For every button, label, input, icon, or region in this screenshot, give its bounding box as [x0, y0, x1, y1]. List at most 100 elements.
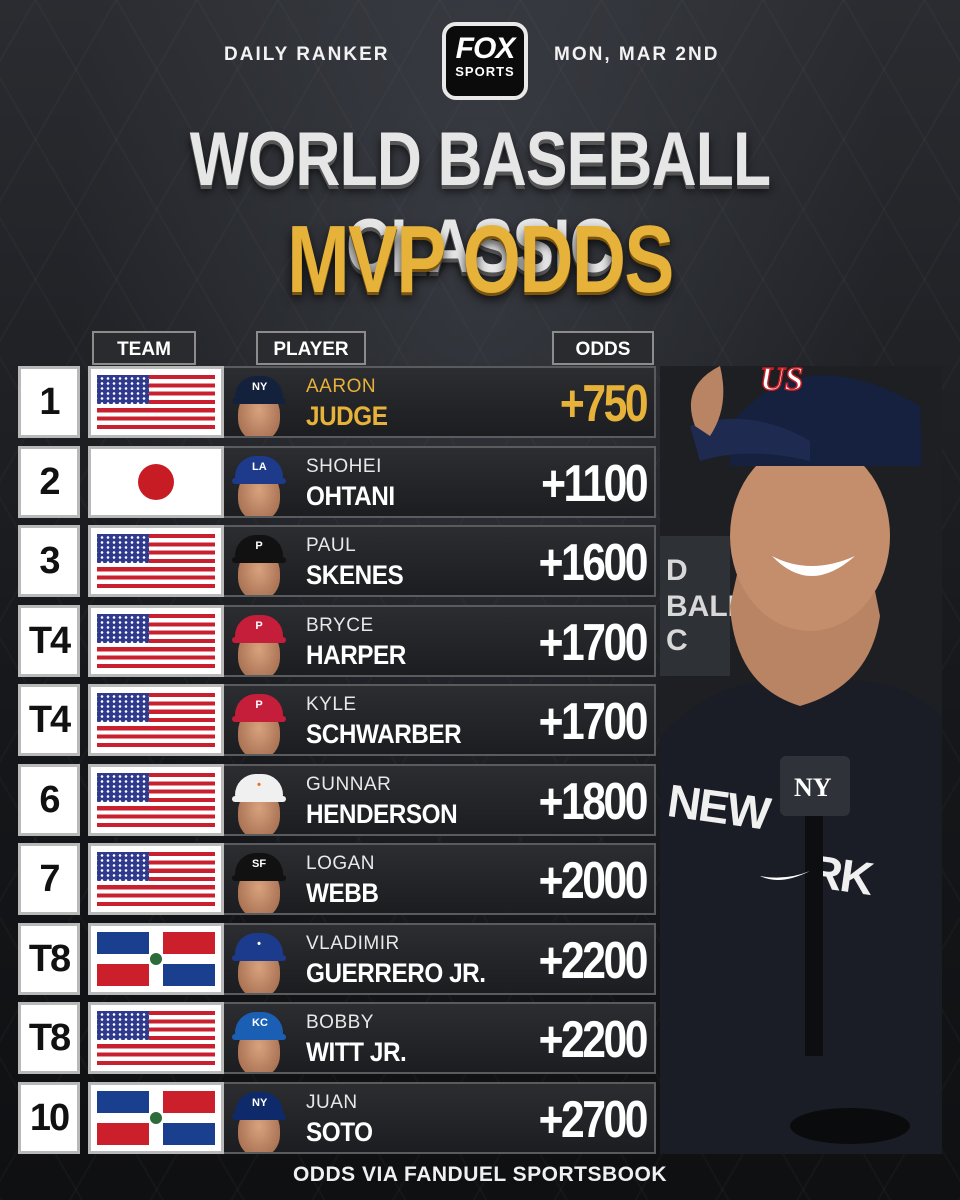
player-headshot: KC [228, 1008, 290, 1072]
team-flag-dominican [88, 1082, 224, 1154]
flag-canton [97, 534, 149, 563]
daily-ranker-label: DAILY RANKER [224, 44, 390, 65]
rank-label: 1 [18, 366, 80, 438]
svg-text:D: D [666, 554, 688, 587]
odds-value: +1700 [538, 614, 649, 672]
player-headshot: P [228, 531, 290, 595]
player-cell: • GUNNAR HENDERSON +1800 [224, 764, 656, 836]
odds-value: +2200 [538, 932, 649, 990]
team-flag-japan [88, 446, 224, 518]
flag-canton [97, 693, 149, 722]
flag-canton [97, 1011, 149, 1040]
flag-icon [97, 1011, 215, 1065]
rank-label: 7 [18, 843, 80, 915]
player-first-name: SHOHEI [306, 456, 382, 477]
team-flag-usa [88, 764, 224, 836]
player-headshot: • [228, 770, 290, 834]
player-cell: P KYLE SCHWARBER +1700 [224, 684, 656, 756]
player-first-name: LOGAN [306, 853, 376, 874]
odds-value: +1800 [538, 773, 649, 831]
player-last-name: HENDERSON [306, 799, 458, 829]
rank-label: 3 [18, 525, 80, 597]
odds-value: +1700 [538, 693, 649, 751]
player-last-name: HARPER [306, 640, 406, 670]
rank-label: T8 [18, 923, 80, 995]
team-flag-dominican [88, 923, 224, 995]
team-flag-usa [88, 684, 224, 756]
player-headshot: SF [228, 849, 290, 913]
player-headshot: P [228, 611, 290, 675]
player-last-name: OHTANI [306, 481, 395, 511]
flag-icon [97, 773, 215, 827]
flag-icon [97, 852, 215, 906]
date-label: MON, MAR 2ND [554, 44, 720, 65]
svg-text:NY: NY [794, 773, 832, 802]
ranking-row: 7 SF LOGAN WEBB +2000 [18, 843, 656, 915]
logo-text-fox: FOX [455, 32, 516, 65]
player-headshot: P [228, 690, 290, 754]
rank-label: T4 [18, 605, 80, 677]
rank-label: 10 [18, 1082, 80, 1154]
svg-text:C: C [666, 624, 688, 657]
flag-icon [97, 375, 215, 429]
odds-value: +1600 [538, 534, 649, 592]
player-first-name: JUAN [306, 1092, 358, 1113]
flag-icon [97, 932, 215, 986]
player-headshot: NY [228, 1088, 290, 1152]
player-photo-illustration: D BALL C US NEW RK NY [660, 366, 942, 1154]
player-cell: NY AARON JUDGE +750 [224, 366, 656, 438]
us-cap-logo: US [760, 366, 803, 398]
player-cell: LA SHOHEI OHTANI +1100 [224, 446, 656, 518]
player-first-name: BRYCE [306, 615, 374, 636]
flag-icon [97, 614, 215, 668]
flag-canton [97, 773, 149, 802]
odds-value: +2000 [538, 852, 649, 910]
player-first-name: PAUL [306, 535, 357, 556]
cap-logo: P [255, 620, 263, 632]
odds-value: +2700 [538, 1091, 649, 1149]
logo-text-sports: SPORTS [455, 64, 515, 79]
player-cell: • VLADIMIR GUERRERO JR. +2200 [224, 923, 656, 995]
flag-icon [97, 455, 215, 509]
player-last-name: JUDGE [306, 401, 388, 431]
flag-canton [97, 375, 149, 404]
rank-label: T8 [18, 1002, 80, 1074]
player-first-name: KYLE [306, 694, 357, 715]
flag-canton [97, 852, 149, 881]
player-cell: KC BOBBY WITT JR. +2200 [224, 1002, 656, 1074]
ranking-row: T8 • VLADIMIR GUERRERO JR. +2200 [18, 923, 656, 995]
odds-value: +750 [559, 375, 649, 433]
flag-icon [97, 534, 215, 588]
cap-logo: SF [252, 858, 267, 870]
team-flag-usa [88, 525, 224, 597]
player-headshot: LA [228, 452, 290, 516]
player-cell: SF LOGAN WEBB +2000 [224, 843, 656, 915]
column-header-odds: ODDS [552, 331, 654, 365]
ranking-row: T4 P KYLE SCHWARBER +1700 [18, 684, 656, 756]
cap-logo: NY [252, 1097, 268, 1109]
player-last-name: SKENES [306, 560, 404, 590]
ranking-row: 3 P PAUL SKENES +1600 [18, 525, 656, 597]
page-title: WORLD BASEBALL CLASSIC [189, 117, 771, 289]
ranking-row: 1 NY AARON JUDGE +750 [18, 366, 656, 438]
player-last-name: WEBB [306, 878, 379, 908]
rank-label: T4 [18, 684, 80, 756]
column-header-team: TEAM [92, 331, 196, 365]
flag-disc [138, 464, 174, 500]
player-first-name: BOBBY [306, 1012, 374, 1033]
page-subtitle: MVP ODDS [287, 206, 674, 313]
ranking-row: 6 • GUNNAR HENDERSON +1800 [18, 764, 656, 836]
team-flag-usa [88, 1002, 224, 1074]
flag-icon [97, 693, 215, 747]
player-last-name: WITT JR. [306, 1037, 407, 1067]
player-cell: P PAUL SKENES +1600 [224, 525, 656, 597]
ranking-row: T4 P BRYCE HARPER +1700 [18, 605, 656, 677]
player-first-name: AARON [306, 376, 377, 397]
cap-logo: LA [252, 461, 267, 473]
odds-source-note: ODDS VIA FANDUEL SPORTSBOOK [292, 1163, 668, 1186]
cap-logo: P [255, 699, 263, 711]
player-headshot: • [228, 929, 290, 993]
fox-sports-logo: FOX SPORTS [442, 22, 528, 100]
player-last-name: GUERRERO JR. [306, 958, 486, 988]
odds-value: +2200 [538, 1011, 649, 1069]
